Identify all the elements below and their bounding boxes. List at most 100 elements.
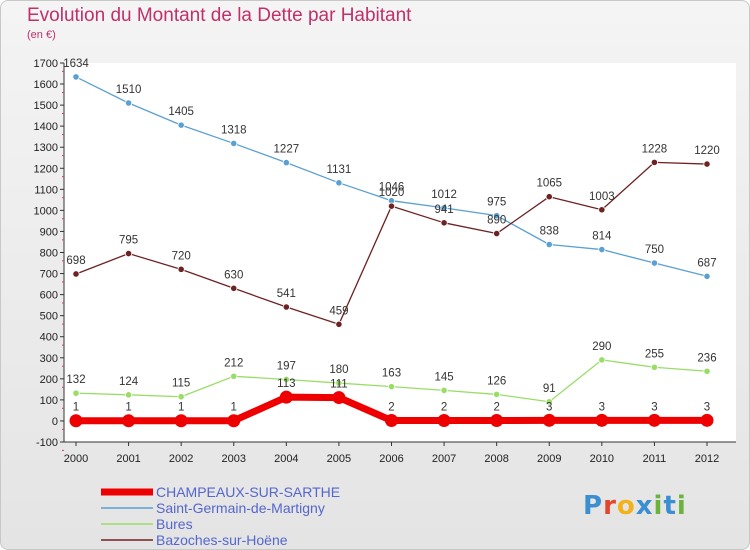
data-label: 1634 — [63, 58, 89, 70]
y-tick-label: 1400 — [34, 121, 58, 133]
y-tick-label: 100 — [40, 395, 58, 407]
data-label: 1020 — [379, 187, 405, 199]
chart-title: Evolution du Montant de la Dette par Hab… — [27, 5, 412, 26]
data-label: 1046 — [379, 182, 405, 194]
data-label: 145 — [434, 371, 453, 383]
data-point — [335, 379, 343, 387]
x-tick-label: 2005 — [327, 453, 351, 465]
logo-letter: i — [676, 491, 687, 521]
data-point — [650, 259, 659, 267]
data-point — [282, 158, 290, 167]
data-label: 1405 — [168, 106, 194, 118]
data-label: 1510 — [116, 84, 142, 96]
data-point — [335, 179, 343, 187]
data-point — [387, 202, 396, 210]
data-label: 750 — [645, 244, 664, 256]
x-tick-label: 2000 — [64, 453, 88, 465]
data-point — [437, 414, 451, 428]
data-label: 795 — [119, 235, 138, 247]
y-tick-label: 800 — [40, 248, 58, 260]
x-tick-label: 2001 — [116, 453, 140, 465]
data-point — [385, 414, 398, 428]
data-label: 212 — [224, 357, 243, 369]
data-point — [545, 240, 553, 249]
data-label: 197 — [277, 360, 296, 372]
y-tick-label: 700 — [40, 269, 58, 281]
proxiti-logo: Proxiti — [583, 491, 687, 521]
data-point — [124, 99, 133, 107]
x-tick-label: 2009 — [537, 453, 561, 465]
y-tick-label: 1100 — [34, 184, 58, 196]
logo-letter: t — [663, 491, 677, 521]
x-tick-label: 2006 — [379, 453, 403, 465]
data-label: 124 — [119, 376, 139, 388]
data-label: 838 — [540, 225, 559, 237]
logo-letter: P — [583, 491, 604, 521]
data-label: 1 — [125, 402, 131, 414]
data-label: 1 — [73, 402, 79, 414]
data-point — [177, 121, 185, 129]
data-point — [493, 212, 501, 220]
data-label: 3 — [599, 401, 605, 413]
data-point — [598, 245, 606, 254]
data-point — [490, 414, 504, 428]
data-point — [598, 206, 606, 214]
data-point — [650, 363, 659, 371]
x-tick-label: 2003 — [222, 453, 246, 465]
data-point — [174, 414, 188, 428]
data-label: 687 — [697, 257, 716, 269]
data-point — [595, 413, 609, 427]
data-label: 132 — [66, 374, 85, 386]
x-tick-label: 2011 — [643, 453, 667, 465]
data-point — [542, 413, 556, 427]
data-label: 1003 — [589, 191, 615, 203]
y-tick-label: 1200 — [34, 163, 58, 175]
data-point — [124, 391, 133, 399]
data-label: 720 — [172, 250, 191, 262]
data-point — [650, 158, 659, 166]
data-label: 1227 — [274, 144, 300, 156]
logo-letter: i — [653, 491, 664, 521]
data-label: 975 — [487, 197, 506, 209]
data-point — [703, 367, 711, 375]
data-label: 541 — [277, 288, 296, 300]
x-tick-label: 2012 — [695, 453, 719, 465]
plot-area — [64, 63, 736, 442]
legend-label: Bures — [156, 516, 193, 532]
data-label: 2 — [388, 402, 394, 414]
data-point — [227, 414, 241, 428]
y-tick-label: 400 — [40, 332, 58, 344]
logo-letter: r — [603, 491, 617, 521]
data-point — [545, 398, 553, 406]
y-tick-label: 900 — [40, 226, 58, 238]
data-point — [124, 249, 133, 258]
data-label: 941 — [434, 204, 453, 216]
data-label: 1012 — [431, 189, 457, 201]
data-label: 1228 — [642, 143, 668, 155]
data-label: 255 — [645, 348, 664, 360]
data-label: 698 — [66, 255, 85, 267]
x-tick-label: 2004 — [274, 453, 298, 465]
data-point — [700, 413, 714, 427]
legend-label: Bazoches-sur-Hoëne — [156, 532, 288, 548]
data-label: 2 — [441, 402, 447, 414]
y-tick-label: -100 — [36, 437, 58, 449]
y-tick-label: 1300 — [34, 142, 58, 154]
y-tick-label: 1000 — [34, 205, 58, 217]
data-label: 890 — [487, 215, 506, 227]
data-label: 113 — [277, 378, 295, 390]
x-tick-label: 2002 — [169, 453, 193, 465]
data-label: 180 — [329, 364, 348, 376]
data-point — [230, 284, 238, 292]
data-point — [177, 393, 185, 401]
data-label: 1 — [231, 402, 237, 414]
data-label: 163 — [382, 368, 401, 380]
y-tick-label: 1700 — [34, 58, 58, 70]
data-point — [647, 413, 661, 427]
data-point — [703, 160, 711, 168]
data-label: 115 — [172, 378, 190, 390]
data-point — [279, 390, 293, 404]
data-label: 459 — [329, 305, 348, 317]
legend-label: CHAMPEAUX-SUR-SARTHE — [156, 484, 340, 500]
